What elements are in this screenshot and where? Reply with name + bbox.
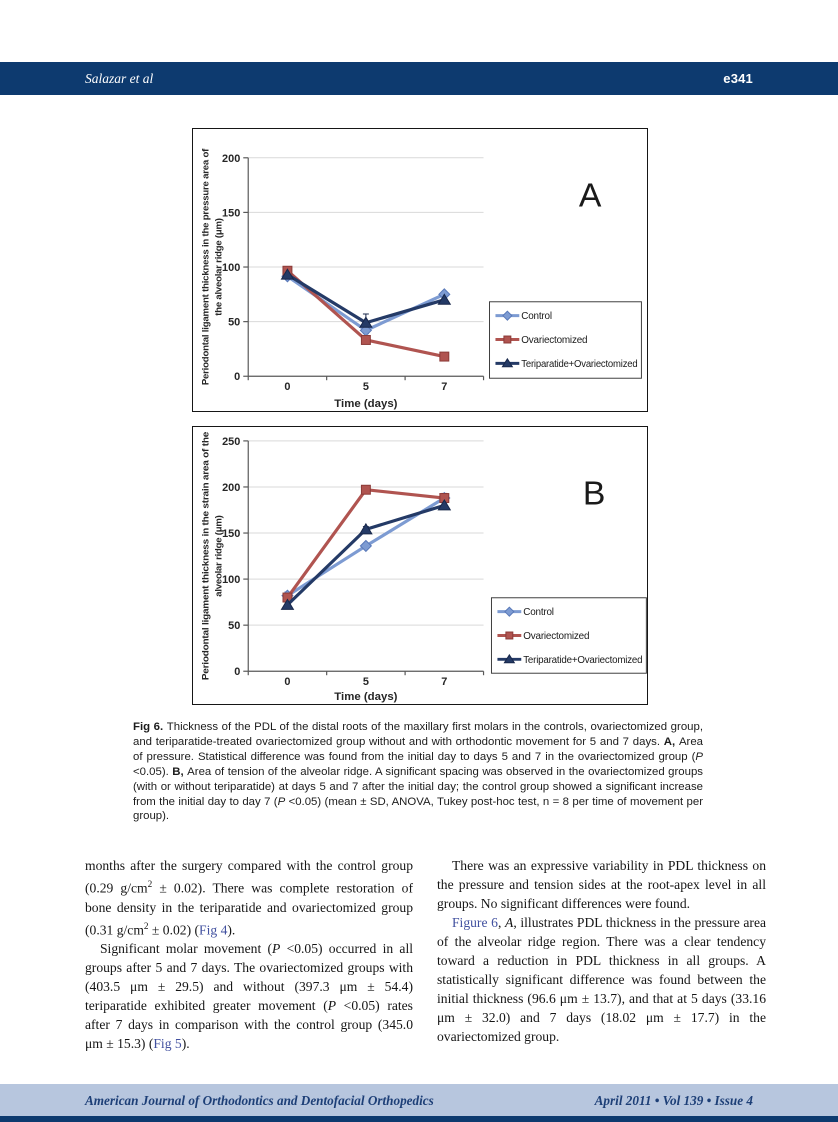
data-point-marker	[503, 653, 516, 664]
text-segment: B,	[172, 765, 188, 778]
y-tick-label: 50	[228, 317, 240, 329]
text-segment: ).	[227, 922, 236, 938]
data-point-marker	[280, 598, 295, 610]
y-axis-title: Periodontal ligament thickness in the pr…	[201, 148, 225, 385]
text-segment: P	[277, 795, 286, 808]
x-tick-label: 7	[441, 381, 447, 393]
x-tick-label: 0	[284, 676, 290, 688]
y-tick-label: 50	[228, 620, 240, 632]
text-segment: Fig 6.	[133, 721, 167, 733]
text-segment: months after the surgery compared with t…	[85, 858, 413, 896]
running-head-author: Salazar et al	[85, 71, 154, 86]
legend-label: Ovariectomized	[523, 631, 589, 642]
text-segment: Area of tension of the alveolar ridge. A…	[133, 765, 704, 808]
y-tick-label: 100	[222, 574, 240, 586]
x-axis-title: Time (days)	[334, 691, 397, 703]
y-tick-label: 150	[222, 528, 240, 540]
data-point-marker	[501, 357, 514, 368]
cross-reference-link[interactable]: Fig 4	[199, 922, 228, 938]
x-tick-label: 5	[363, 381, 369, 393]
text-segment: Significant molar movement (	[100, 941, 273, 957]
x-tick-label: 0	[284, 381, 290, 393]
figure6-panel-a-chart: 0 50 100 150 200 0 5 7 Time (days) Periodontal li…	[192, 128, 648, 412]
data-point-marker	[505, 631, 514, 640]
series-line-Teriparatide+Ovariectomized	[285, 503, 446, 607]
data-point-marker	[360, 484, 371, 495]
footer-navy-strip	[0, 1116, 838, 1122]
x-tick-label: 7	[441, 676, 447, 688]
panel-letter-A: A	[579, 176, 602, 214]
body-paragraph: There was an expressive variability in P…	[437, 856, 766, 913]
y-tick-label: 200	[222, 153, 240, 165]
text-segment: A,	[663, 735, 679, 748]
text-segment: <0.05) rates after 7 days in comparison …	[85, 998, 413, 1052]
legend-label: Teriparatide+Ovariectomized	[521, 359, 637, 370]
panel-b-plot: 0 50 100 150 200 250 0 5 7 Time (days) Periodontal…	[201, 432, 647, 703]
running-header: Salazar et al e341	[0, 62, 838, 95]
text-segment: P	[695, 750, 703, 763]
body-paragraph: Figure 6, A, illustrates PDL thickness i…	[437, 913, 766, 1046]
figure6-panel-b-chart: 0 50 100 150 200 250 0 5 7 Time (days) Periodontal…	[192, 426, 648, 705]
y-axis-title: Periodontal ligament thickness in the st…	[201, 432, 225, 680]
x-axis-title: Time (days)	[334, 398, 397, 410]
legend-label: Teriparatide+Ovariectomized	[523, 655, 642, 666]
text-segment: , illustrates PDL thickness in the press…	[437, 915, 767, 1044]
y-tick-label: 100	[222, 262, 240, 274]
text-segment: ).	[181, 1036, 190, 1052]
text-segment: P	[327, 998, 337, 1014]
x-tick-label: 5	[363, 676, 369, 688]
data-point-marker	[437, 293, 452, 305]
text-segment: Thickness of the PDL of the distal roots…	[133, 721, 703, 748]
data-point-marker	[280, 268, 295, 280]
text-segment: A	[505, 915, 514, 930]
body-paragraph: months after the surgery compared with t…	[85, 856, 413, 939]
data-point-marker	[359, 522, 373, 535]
panel-letter-B: B	[583, 474, 606, 512]
body-paragraph: Significant molar movement (P <0.05) occ…	[85, 939, 413, 1053]
data-point-marker	[439, 351, 450, 362]
text-segment: <0.05).	[133, 765, 173, 778]
text-segment: ± 0.02) (	[148, 922, 200, 938]
cross-reference-link[interactable]: Figure 6	[452, 915, 498, 930]
y-tick-label: 0	[234, 666, 240, 678]
page-number: e341	[723, 71, 753, 86]
text-segment: 2	[143, 920, 149, 931]
text-segment: 2	[147, 879, 153, 889]
text-segment: <0.05) (mean ± SD, ANOVA, Tukey post-hoc…	[133, 795, 703, 823]
y-tick-label: 0	[234, 371, 240, 383]
data-point-marker	[503, 335, 512, 344]
data-point-marker	[437, 498, 452, 511]
legend-label: Control	[523, 607, 554, 618]
footer-issue-info: April 2011 • Vol 139 • Issue 4	[594, 1093, 753, 1108]
figure-caption: Fig 6. Thickness of the PDL of the dista…	[133, 720, 703, 824]
y-tick-label: 250	[222, 436, 240, 448]
text-segment: ± 0.02). There was complete restoration …	[85, 880, 413, 938]
body-right-column: There was an expressive variability in P…	[437, 856, 766, 1046]
data-point-marker	[504, 606, 515, 617]
data-point-marker	[359, 316, 373, 328]
data-point-marker	[502, 310, 513, 321]
cross-reference-link[interactable]: Fig 5	[153, 1036, 182, 1052]
page-footer: American Journal of Orthodontics and Den…	[0, 1084, 838, 1117]
text-segment: P	[272, 941, 281, 957]
y-tick-label: 150	[222, 207, 240, 219]
body-left-column: months after the surgery compared with t…	[85, 856, 413, 1053]
text-segment: Area of pressure. Statistical difference…	[133, 735, 703, 763]
footer-journal-title: American Journal of Orthodontics and Den…	[85, 1093, 434, 1108]
text-segment: There was an expressive variability in P…	[437, 858, 766, 911]
legend-label: Control	[521, 311, 552, 322]
data-point-marker	[360, 335, 371, 345]
text-segment: ,	[497, 915, 506, 930]
legend-label: Ovariectomized	[521, 335, 587, 346]
panel-a-plot: 0 50 100 150 200 0 5 7 Time (days) Periodontal li…	[201, 148, 642, 410]
y-tick-label: 200	[222, 482, 240, 494]
data-point-marker	[359, 539, 373, 553]
text-segment: <0.05) occurred in all groups after 5 an…	[85, 941, 413, 1014]
